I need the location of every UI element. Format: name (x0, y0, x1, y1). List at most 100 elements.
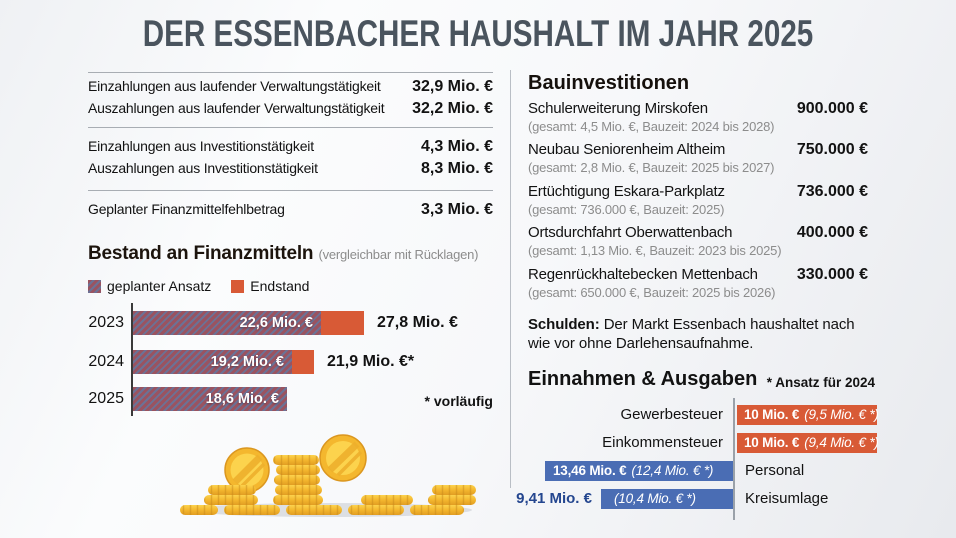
standing-coin-icon (224, 447, 270, 493)
chart-center-axis (733, 398, 735, 520)
bar-ansatz: 22,6 Mio. € (133, 311, 321, 335)
legend-label: geplanter Ansatz (107, 278, 212, 294)
bar-group: 19,2 Mio. € 21,9 Mio. €* (133, 350, 414, 374)
divider-line (88, 127, 493, 128)
bar-ansatz-label: (10,4 Mio. € *) (614, 491, 696, 506)
schulden-body: Der Markt Essenbach haushaltet nach wie … (528, 316, 855, 352)
legend-label: Endstand (250, 278, 310, 294)
bar-endstand (292, 350, 314, 374)
cashflow-label: Auszahlungen aus Investitionstätigkeit (88, 160, 318, 176)
finanzmittel-subheading: (vergleichbar mit Rücklagen) (318, 247, 479, 262)
page-title: DER ESSENBACHER HAUSHALT IM JAHR 2025 (142, 13, 814, 54)
divider-line (88, 190, 493, 191)
coins-illustration (180, 434, 476, 517)
cashflow-value: 32,2 Mio. € (412, 100, 493, 117)
cashflow-list: Einzahlungen aus laufender Verwaltungstä… (88, 70, 493, 230)
bar-value-label: 22,6 Mio. € (239, 315, 313, 331)
chart-footnote: * vorläufig (424, 393, 493, 409)
project-detail: (gesamt: 4,5 Mio. €, Bauzeit: 2024 bis 2… (528, 119, 775, 134)
bar-einnahmen: 10 Mio. € (9,5 Mio. € *) (737, 405, 879, 425)
cashflow-label: Geplanter Finanzmittelfehlbetrag (88, 201, 285, 217)
bar-endstand (321, 311, 364, 335)
project-name: Neubau Seniorenheim Altheim (528, 141, 726, 158)
year-label: 2024 (88, 353, 124, 370)
project-value: 330.000 € (796, 266, 868, 283)
bar-group: 18,6 Mio. € (133, 387, 300, 411)
chart-bar-row: 2025 18,6 Mio. € (88, 387, 300, 411)
cashflow-row: Einzahlungen aus laufender Verwaltungstä… (88, 78, 493, 96)
column-divider (510, 70, 511, 488)
chart-bar-row: 13,46 Mio. € (12,4 Mio. € *) Personal (528, 461, 880, 481)
year-label: 2025 (88, 390, 124, 407)
project-name: Ertüchtigung Eskara-Parkplatz (528, 183, 725, 200)
project-row: Neubau Seniorenheim Altheim (gesamt: 2,8… (528, 141, 868, 175)
bar-ansatz-label: (9,5 Mio. € *) (804, 407, 879, 422)
bar-ansatz-label: (12,4 Mio. € *) (631, 463, 714, 478)
project-row: Regenrückhaltebecken Mettenbach (gesamt:… (528, 266, 868, 300)
cashflow-value: 3,3 Mio. € (420, 201, 493, 218)
cashflow-row: Auszahlungen aus Investitionstätigkeit 8… (88, 160, 493, 178)
bar-value-label: 10 Mio. € (744, 435, 800, 450)
bar-total-label: 27,8 Mio. € (377, 314, 458, 331)
finanzmittel-heading-text: Bestand an Finanzmitteln (88, 243, 314, 264)
finanzmittel-chart: 2023 22,6 Mio. € 27,8 Mio. € 2024 19,2 M… (88, 296, 493, 422)
category-label: Kreisumlage (745, 490, 829, 507)
project-detail: (gesamt: 650.000 €, Bauzeit: 2025 bis 20… (528, 285, 776, 300)
cashflow-row: Geplanter Finanzmittelfehlbetrag 3,3 Mio… (88, 201, 493, 219)
project-value: 736.000 € (796, 183, 868, 200)
bar-einnahmen: 10 Mio. € (9,4 Mio. € *) (737, 433, 879, 453)
finanzmittel-legend: geplanter Ansatz Endstand (88, 278, 309, 294)
bar-ausgaben: (10,4 Mio. € *) (601, 489, 733, 509)
project-value: 750.000 € (796, 141, 868, 158)
einnahmen-ausgaben-chart: Gewerbesteuer 10 Mio. € (9,5 Mio. € *) Ei… (516, 398, 880, 522)
chart-axis (131, 303, 133, 416)
bar-total-label: 21,9 Mio. €* (327, 353, 415, 370)
bar-value-label: 18,6 Mio. € (205, 391, 279, 407)
coin-stacks (180, 455, 476, 515)
project-name: Regenrückhaltebecken Mettenbach (528, 266, 758, 283)
project-row: Schulerweiterung Mirskofen (gesamt: 4,5 … (528, 100, 868, 134)
chart-bar-row: 9,41 Mio. € (10,4 Mio. € *) Kreisumlage (516, 489, 880, 509)
chart-bar-row: Gewerbesteuer 10 Mio. € (9,5 Mio. € *) (528, 405, 880, 425)
bauinvestitionen-heading: Bauinvestitionen (528, 72, 690, 94)
bar-ansatz: 18,6 Mio. € (133, 387, 287, 411)
bar-value-label: 13,46 Mio. € (553, 463, 627, 478)
cashflow-value: 8,3 Mio. € (420, 160, 493, 177)
cashflow-label: Einzahlungen aus Investitionstätigkeit (88, 138, 314, 154)
cashflow-value: 4,3 Mio. € (420, 138, 493, 155)
legend-item-endstand: Endstand (231, 278, 309, 294)
project-detail: (gesamt: 736.000 €, Bauzeit: 2025) (528, 202, 725, 217)
chart-bar-row: 2023 22,6 Mio. € 27,8 Mio. € (88, 311, 458, 335)
bar-outside-value-label: 9,41 Mio. € (516, 490, 592, 507)
project-row: Ertüchtigung Eskara-Parkplatz (gesamt: 7… (528, 183, 868, 217)
cashflow-label: Einzahlungen aus laufender Verwaltungstä… (88, 78, 381, 94)
divider-line (88, 72, 493, 73)
hatched-swatch-icon (88, 279, 101, 293)
schulden-label: Schulden: (528, 316, 600, 333)
category-label: Personal (745, 462, 805, 479)
cashflow-label: Auszahlungen aus laufender Verwaltungstä… (88, 100, 385, 116)
bar-ausgaben: 13,46 Mio. € (12,4 Mio. € *) (545, 461, 733, 481)
bar-group: 22,6 Mio. € 27,8 Mio. € (133, 311, 458, 335)
chart-bar-row: 2024 19,2 Mio. € 21,9 Mio. €* (88, 350, 414, 374)
bar-value-label: 19,2 Mio. € (210, 354, 284, 370)
project-row: Ortsdurchfahrt Oberwattenbach (gesamt: 1… (528, 224, 868, 258)
project-value: 900.000 € (796, 100, 868, 117)
bar-value-label: 10 Mio. € (744, 407, 800, 422)
legend-item-ansatz: geplanter Ansatz (88, 278, 211, 294)
chart-bar-row: Einkommensteuer 10 Mio. € (9,4 Mio. € *) (528, 433, 880, 453)
bar-ansatz: 19,2 Mio. € (133, 350, 292, 374)
project-detail: (gesamt: 1,13 Mio. €, Bauzeit: 2023 bis … (528, 243, 782, 258)
schulden-text: Schulden: Der Markt Essenbach haushaltet… (528, 315, 875, 353)
standing-coin-icon (319, 434, 367, 482)
einnahmen-ausgaben-note: * Ansatz für 2024 (766, 375, 875, 390)
project-detail: (gesamt: 2,8 Mio. €, Bauzeit: 2025 bis 2… (528, 160, 775, 175)
einnahmen-ausgaben-heading: Einnahmen & Ausgaben (528, 368, 758, 390)
cashflow-row: Einzahlungen aus Investitionstätigkeit 4… (88, 138, 493, 156)
project-name: Schulerweiterung Mirskofen (528, 100, 708, 117)
cashflow-value: 32,9 Mio. € (412, 78, 493, 95)
bar-ansatz-label: (9,4 Mio. € *) (804, 435, 879, 450)
cashflow-row: Auszahlungen aus laufender Verwaltungstä… (88, 100, 493, 118)
year-label: 2023 (88, 314, 124, 331)
